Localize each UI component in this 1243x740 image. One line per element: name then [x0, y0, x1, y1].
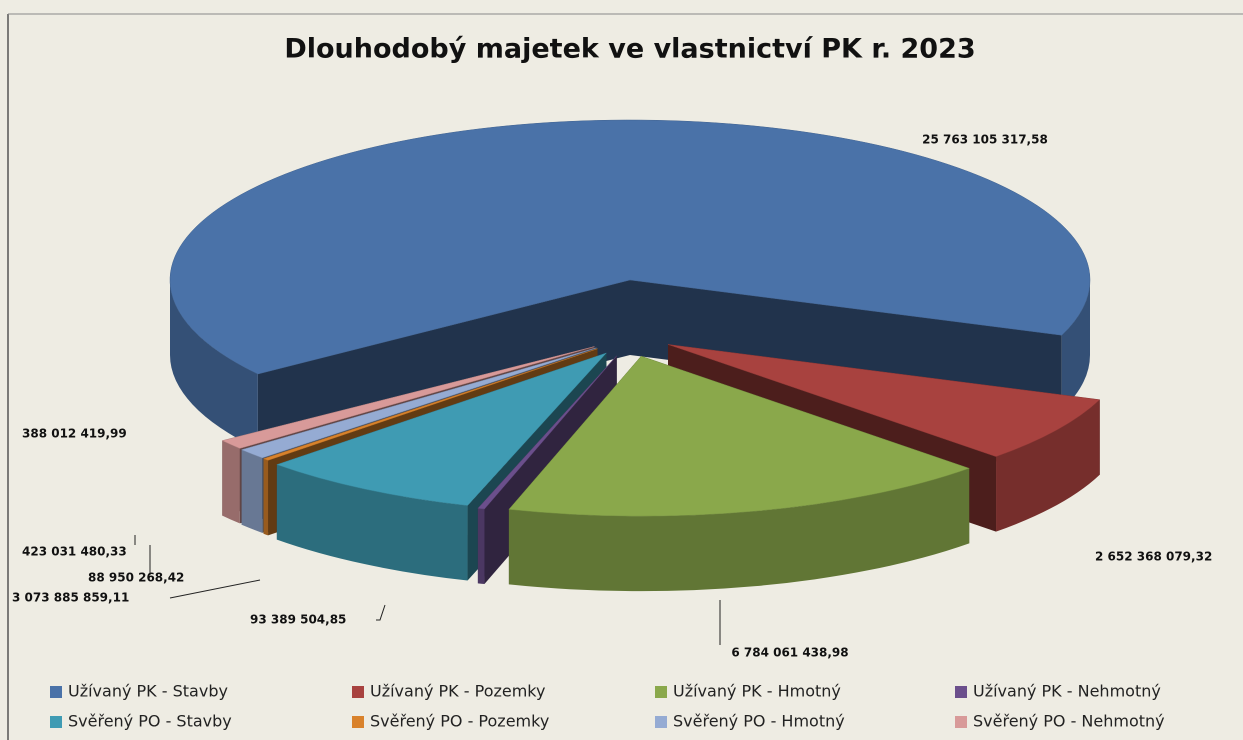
slice: [667, 344, 1101, 457]
slice-wall: [1061, 280, 1090, 411]
slice: [221, 346, 595, 449]
value-label: 25 763 105 317,58: [922, 133, 1048, 147]
value-label: 6 784 061 438,98: [731, 646, 848, 660]
slice-wall: [996, 399, 1100, 532]
legend-swatch: [655, 686, 667, 698]
value-label: 388 012 419,99: [22, 427, 127, 441]
slice-wall: [508, 468, 970, 592]
slice-side: [257, 280, 630, 450]
legend-label: Svěřený PO - Stavby: [68, 712, 232, 731]
legend-swatch: [50, 716, 62, 728]
legend-label: Užívaný PK - Hmotný: [673, 682, 841, 701]
slice-wall: [477, 508, 485, 585]
legend-swatch: [352, 686, 364, 698]
legend-swatch: [955, 686, 967, 698]
chart-title: Dlouhodobý majetek ve vlastnictví PK r. …: [284, 34, 975, 65]
leader-line: [376, 604, 386, 621]
value-label: 93 389 504,85: [250, 613, 346, 627]
slice: [508, 355, 970, 517]
slice: [240, 347, 597, 459]
slice-wall: [263, 458, 269, 536]
slice-wall: [241, 449, 263, 533]
slice-wall: [170, 280, 258, 450]
labels: 25 763 105 317,58 2 652 368 079,32 6 784 0…: [12, 133, 1212, 660]
legend-swatch: [352, 716, 364, 728]
slice: [262, 348, 598, 461]
legend-swatch: [50, 686, 62, 698]
legend-label: Užívaný PK - Stavby: [68, 682, 228, 701]
value-label: 423 031 480,33: [22, 545, 127, 559]
pie: [169, 119, 1101, 592]
legend-swatch: [655, 716, 667, 728]
legend-label: Užívaný PK - Pozemky: [370, 682, 545, 701]
slice: [169, 119, 1091, 375]
legend-label: Svěřený PO - Hmotný: [673, 712, 845, 731]
legend-label: Užívaný PK - Nehmotný: [973, 682, 1161, 701]
slice-side: [630, 280, 1062, 411]
slice-wall: [222, 440, 240, 524]
value-label: 88 950 268,42: [88, 571, 184, 585]
legend-swatch: [955, 716, 967, 728]
slice: [477, 355, 617, 510]
slice: [276, 352, 608, 506]
legend: Užívaný PK - Stavby Užívaný PK - Pozemky U…: [50, 682, 1165, 731]
leader-line: [169, 579, 261, 599]
legend-label: Svěřený PO - Nehmotný: [973, 712, 1165, 731]
value-label: 3 073 885 859,11: [12, 591, 129, 605]
legend-label: Svěřený PO - Pozemky: [370, 712, 549, 731]
slice-wall: [276, 464, 468, 581]
value-label: 2 652 368 079,32: [1095, 550, 1212, 564]
